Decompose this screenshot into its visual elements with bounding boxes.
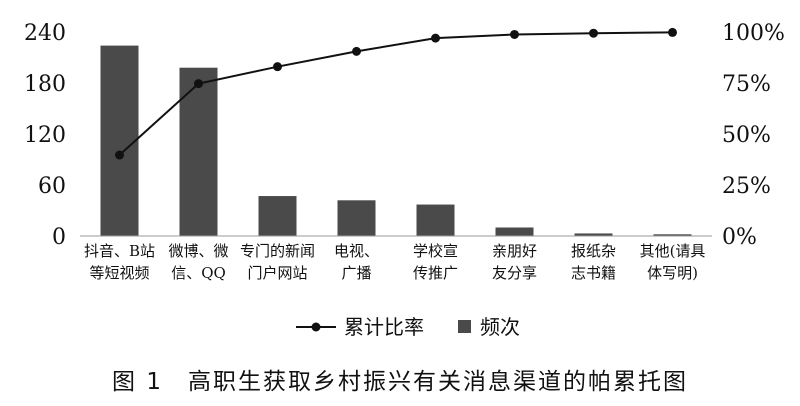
category-label: 亲朋好 [492, 242, 537, 260]
left-tick-label: 180 [24, 72, 66, 97]
legend-label-cumulative: 累计比率 [344, 315, 424, 339]
category-label: 传推广 [413, 264, 458, 282]
category-label: 电视、 [334, 242, 379, 260]
bar-3 [258, 196, 297, 236]
cumulative-line-series [115, 27, 677, 160]
right-axis-ticks: 0% 25% 50% 75% 100% [722, 21, 785, 250]
bar-8 [653, 234, 692, 236]
legend: 累计比率 频次 [296, 315, 520, 339]
category-label: 体写明) [647, 264, 698, 282]
bar-4 [337, 200, 376, 236]
cumulative-point-5 [431, 33, 440, 43]
category-label: 抖音、B站 [84, 242, 155, 260]
right-tick-label: 100% [722, 21, 785, 46]
right-tick-label: 50% [722, 123, 771, 148]
legend-label-frequency: 频次 [480, 315, 520, 339]
category-label: 友分享 [492, 264, 537, 282]
left-tick-label: 120 [24, 123, 66, 148]
category-label: 信、QQ [171, 264, 226, 282]
cumulative-point-3 [273, 62, 282, 72]
category-label: 广播 [341, 264, 371, 282]
right-tick-label: 75% [722, 72, 771, 97]
cumulative-point-8 [668, 27, 677, 37]
category-label: 等短视频 [89, 264, 149, 282]
left-tick-label: 0 [52, 225, 66, 250]
category-label: 门户网站 [247, 264, 307, 282]
category-label: 学校宣 [413, 242, 458, 260]
bar-2 [179, 67, 218, 236]
left-tick-label: 60 [38, 174, 66, 199]
left-tick-label: 240 [24, 21, 66, 46]
cumulative-line [118, 31, 673, 156]
cumulative-point-7 [589, 28, 598, 38]
cumulative-point-1 [115, 150, 124, 160]
figure-caption: 图 1 高职生获取乡村振兴有关消息渠道的帕累托图 [112, 369, 688, 395]
right-tick-label: 25% [722, 174, 771, 199]
category-label: 志书籍 [571, 264, 616, 282]
cumulative-point-6 [510, 29, 519, 39]
bar-6 [495, 227, 534, 236]
left-axis-ticks: 0 60 120 180 240 [24, 21, 66, 250]
right-tick-label: 0% [722, 225, 757, 250]
category-label: 专门的新闻 [240, 242, 315, 260]
bar-1 [100, 45, 139, 236]
bar-series [100, 45, 692, 236]
bar-5 [416, 204, 455, 236]
category-label: 微博、微 [168, 242, 228, 260]
category-label: 其他(请具 [640, 242, 706, 260]
cumulative-point-2 [194, 79, 203, 89]
legend-bar-swatch [458, 320, 471, 333]
category-label: 报纸杂 [571, 242, 616, 260]
bar-7 [574, 233, 613, 236]
cumulative-point-4 [352, 46, 361, 56]
legend-line-marker [311, 322, 321, 332]
